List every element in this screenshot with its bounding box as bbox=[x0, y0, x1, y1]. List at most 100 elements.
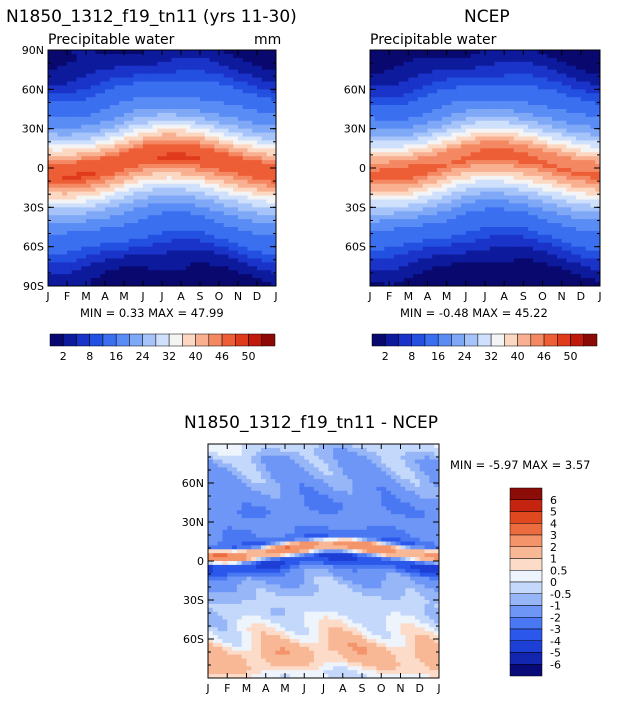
heatmap-cell bbox=[133, 69, 139, 74]
heatmap-cell bbox=[238, 223, 244, 228]
heatmap-cell bbox=[494, 148, 500, 153]
heatmap-cell bbox=[566, 179, 572, 185]
heatmap-cell bbox=[195, 65, 201, 71]
heatmap-cell bbox=[162, 57, 168, 63]
heatmap-cell bbox=[181, 270, 187, 275]
heatmap-cell bbox=[393, 156, 400, 161]
heatmap-cell bbox=[119, 85, 125, 90]
heatmap-cell bbox=[489, 57, 495, 63]
heatmap-cell bbox=[413, 57, 419, 63]
heatmap-cell bbox=[138, 93, 144, 98]
heatmap-cell bbox=[379, 93, 385, 98]
heatmap-cell bbox=[494, 164, 500, 169]
heatmap-cell bbox=[523, 160, 529, 165]
heatmap-cell bbox=[566, 171, 572, 177]
heatmap-cell bbox=[523, 128, 529, 133]
heatmap-cell bbox=[480, 168, 486, 173]
heatmap-cell bbox=[532, 132, 539, 137]
heatmap-cell bbox=[561, 57, 567, 63]
heatmap-cell bbox=[370, 175, 376, 181]
heatmap-cell bbox=[114, 120, 120, 126]
heatmap-cell bbox=[219, 50, 225, 55]
heatmap-cell bbox=[513, 168, 519, 173]
heatmap-cell bbox=[214, 152, 220, 157]
heatmap-cell bbox=[52, 61, 58, 67]
heatmap-cell bbox=[261, 65, 267, 71]
heatmap-cell bbox=[57, 246, 63, 251]
heatmap-cell bbox=[513, 105, 519, 110]
heatmap-cell bbox=[590, 73, 596, 78]
heatmap-cell bbox=[147, 270, 153, 275]
heatmap-cell bbox=[233, 85, 239, 90]
heatmap-cell bbox=[451, 89, 457, 94]
heatmap-cell bbox=[580, 144, 587, 149]
heatmap-cell bbox=[81, 223, 87, 228]
heatmap-cell bbox=[547, 69, 553, 74]
heatmap-cell bbox=[379, 109, 385, 114]
heatmap-cell bbox=[95, 148, 101, 153]
heatmap-cell bbox=[185, 223, 191, 228]
heatmap-cell bbox=[195, 50, 201, 55]
heatmap-cell bbox=[76, 77, 82, 82]
heatmap-cell bbox=[100, 85, 106, 90]
heatmap-cell bbox=[233, 191, 239, 196]
heatmap-cell bbox=[95, 266, 101, 271]
heatmap-cell bbox=[441, 97, 448, 102]
heatmap-cell bbox=[552, 61, 558, 67]
heatmap-cell bbox=[95, 262, 101, 267]
heatmap-cell bbox=[62, 152, 68, 157]
heatmap-cell bbox=[57, 152, 63, 157]
heatmap-cell bbox=[171, 203, 177, 208]
heatmap-cell bbox=[109, 195, 115, 200]
heatmap-cell bbox=[67, 156, 73, 161]
heatmap-cell bbox=[580, 128, 587, 133]
heatmap-cell bbox=[138, 278, 144, 283]
heatmap-cell bbox=[223, 242, 229, 248]
heatmap-cell bbox=[157, 116, 163, 122]
heatmap-cell bbox=[242, 207, 248, 212]
heatmap-cell bbox=[461, 120, 467, 126]
heatmap-cell bbox=[171, 175, 177, 181]
heatmap-cell bbox=[427, 81, 433, 86]
heatmap-cell bbox=[219, 136, 225, 141]
heatmap-cell bbox=[171, 262, 177, 267]
heatmap-cell bbox=[542, 148, 548, 153]
heatmap-cell bbox=[67, 77, 73, 82]
heatmap-cell bbox=[181, 101, 187, 106]
heatmap-cell bbox=[485, 168, 491, 173]
heatmap-cell bbox=[57, 223, 63, 228]
heatmap-cell bbox=[124, 61, 130, 67]
heatmap-cell bbox=[393, 116, 400, 122]
heatmap-cell bbox=[370, 57, 376, 63]
heatmap-cell bbox=[528, 105, 534, 110]
heatmap-cell bbox=[456, 116, 462, 122]
heatmap-cell bbox=[398, 57, 404, 63]
heatmap-cell bbox=[67, 105, 73, 110]
heatmap-cell bbox=[162, 262, 168, 267]
heatmap-cell bbox=[494, 168, 500, 173]
heatmap-cell bbox=[374, 73, 380, 78]
heatmap-cell bbox=[398, 93, 404, 98]
heatmap-cell bbox=[52, 93, 58, 98]
heatmap-cell bbox=[552, 53, 558, 59]
heatmap-cell bbox=[542, 140, 548, 145]
heatmap-cell bbox=[81, 116, 87, 122]
heatmap-cell bbox=[465, 112, 472, 118]
heatmap-cell bbox=[556, 132, 563, 137]
heatmap-cell bbox=[542, 85, 548, 90]
heatmap-cell bbox=[446, 109, 452, 114]
heatmap-cell bbox=[494, 179, 500, 185]
heatmap-cell bbox=[209, 238, 215, 244]
heatmap-cell bbox=[499, 112, 505, 118]
heatmap-cell bbox=[190, 175, 196, 181]
heatmap-cell bbox=[90, 65, 96, 71]
heatmap-cell bbox=[86, 223, 92, 228]
heatmap-cell bbox=[432, 152, 438, 157]
heatmap-cell bbox=[374, 101, 380, 106]
heatmap-cell bbox=[437, 116, 443, 122]
heatmap-cell bbox=[485, 109, 491, 114]
heatmap-cell bbox=[552, 175, 558, 181]
heatmap-cell bbox=[238, 203, 244, 208]
heatmap-cell bbox=[242, 85, 248, 90]
heatmap-cell bbox=[470, 183, 476, 189]
